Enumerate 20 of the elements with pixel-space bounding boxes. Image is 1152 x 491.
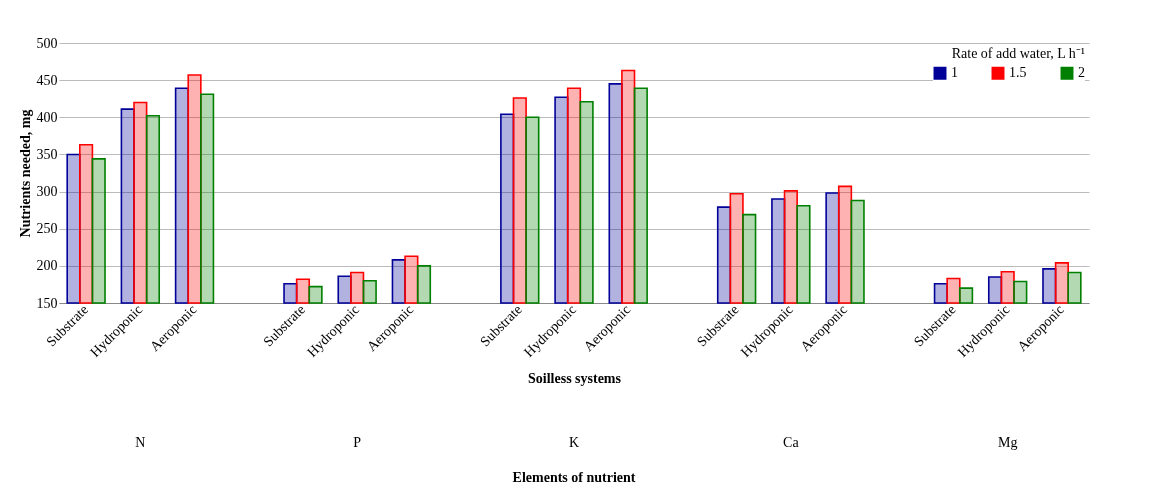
y-tick-label: 200 <box>36 258 58 274</box>
legend-label: 1.5 <box>1009 65 1027 81</box>
legend-label: 1 <box>951 65 958 81</box>
legend-title: Rate of add water, L h⁻¹ <box>951 46 1085 61</box>
y-tick-label: 450 <box>36 72 58 88</box>
y-axis-title: Nutrients needed, mg <box>17 109 33 238</box>
legend-label: 2 <box>1078 65 1085 81</box>
y-tick-label: 300 <box>36 184 58 200</box>
text: K <box>568 435 580 450</box>
text: Mg <box>997 435 1018 450</box>
x-axis-title: Soilless systems <box>528 370 622 386</box>
y-tick-label: 500 <box>36 35 58 51</box>
y-tick-label: 400 <box>36 109 58 125</box>
y-tick-label: 250 <box>36 221 58 237</box>
y-tick-label: 350 <box>36 146 58 162</box>
text: Ca <box>783 435 800 450</box>
y-tick-label: 150 <box>36 295 58 311</box>
text: N <box>135 435 146 450</box>
text: Elements of nutrient <box>512 470 636 485</box>
text: P <box>353 435 362 450</box>
